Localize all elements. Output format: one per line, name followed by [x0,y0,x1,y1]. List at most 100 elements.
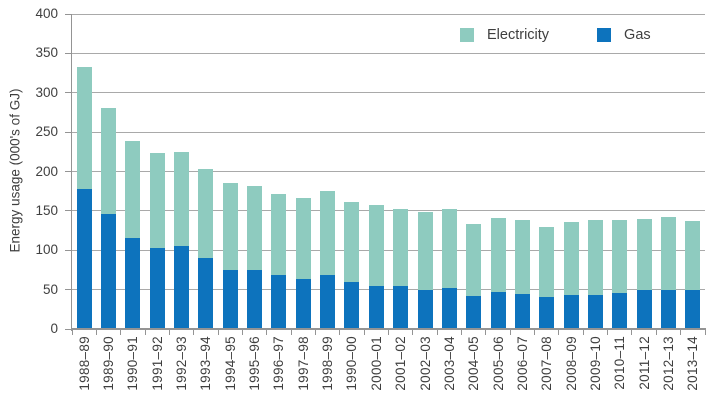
y-axis-tick-350 [65,52,71,54]
bar-electricity-2012–13 [660,217,676,290]
x-axis-label-1989–90: 1989–90 [101,336,117,391]
x-axis-tick-16 [461,330,463,335]
y-axis-tick-150 [65,210,71,212]
bar-gas-2004–05 [466,295,482,329]
bar-electricity-2002–03 [417,212,433,290]
bar-gas-1993–94 [198,258,214,329]
y-axis-tick-label-0: 0 [50,321,58,336]
bar-gas-2012–13 [660,289,676,329]
x-axis-tick-4 [168,330,170,335]
bar-electricity-1998–99 [320,191,336,275]
gridline-300 [72,92,705,94]
x-axis-tick-26 [704,330,706,335]
x-axis-tick-11 [339,330,341,335]
x-axis-label-2004–05: 2004–05 [466,336,482,391]
plot-area: Electricity Gas [65,13,706,335]
x-axis-tick-0 [71,330,73,335]
x-axis-tick-5 [193,330,195,335]
y-axis-tick-label-100: 100 [35,242,58,258]
x-axis-label-2000–01: 2000–01 [368,336,384,391]
y-axis-tick-label-250: 250 [35,124,58,140]
bar-electricity-2006–07 [514,220,530,294]
bar-electricity-1995–96 [247,186,263,270]
bar-gas-2006–07 [514,293,530,329]
x-axis-label-1993–94: 1993–94 [198,336,214,391]
bar-gas-1990–91 [125,238,141,329]
bar-electricity-1989–90 [101,107,117,215]
bar-electricity-1988–89 [76,66,92,189]
x-axis-label-1997–98: 1997–98 [295,336,311,391]
bar-electricity-1990–91 [125,140,141,239]
x-axis-label-1991–92: 1991–92 [149,336,165,391]
bar-gas-1992–93 [174,245,190,329]
x-axis-tick-14 [412,330,414,335]
x-axis-label-1988–89: 1988–89 [76,336,92,391]
bar-gas-2007–08 [539,296,555,329]
bar-electricity-2007–08 [539,227,555,297]
y-axis-tick-label-200: 200 [35,163,58,179]
x-axis-tick-18 [509,330,511,335]
x-axis-label-1990–00: 1990–00 [344,336,360,391]
x-axis-tick-9 [290,330,292,335]
bar-electricity-1993–94 [198,169,214,259]
bar-gas-2002–03 [417,289,433,329]
legend-item-electricity: Electricity [460,27,549,43]
x-axis-label-2012–13: 2012–13 [660,336,676,391]
x-axis-line [71,328,706,330]
bar-gas-1990–00 [344,281,360,329]
bar-electricity-2009–10 [587,219,603,296]
legend-item-gas: Gas [597,27,651,43]
bar-electricity-2011–12 [636,218,652,291]
y-axis-tick-label-350: 350 [35,45,58,61]
bar-gas-1991–92 [149,247,165,329]
bar-gas-1995–96 [247,269,263,329]
bar-gas-1989–90 [101,214,117,329]
bar-electricity-1991–92 [149,153,165,248]
x-axis-label-2003–04: 2003–04 [441,336,457,391]
y-axis-tick-250 [65,131,71,133]
bar-gas-2001–02 [393,285,409,329]
x-axis-label-1998–99: 1998–99 [320,336,336,391]
y-axis-tick-400 [65,13,71,15]
bar-gas-1988–89 [76,188,92,329]
x-axis-tick-8 [266,330,268,335]
x-axis-tick-24 [655,330,657,335]
bar-electricity-1992–93 [174,151,190,246]
x-axis-tick-19 [534,330,536,335]
y-axis-tick-label-50: 50 [42,281,58,297]
y-axis-tick-0 [65,328,71,330]
bar-electricity-1994–95 [222,183,238,270]
bar-gas-1997–98 [295,278,311,329]
x-axis-tick-7 [241,330,243,335]
y-axis-tick-100 [65,249,71,251]
bar-electricity-2001–02 [393,208,409,286]
gridline-400 [72,13,705,15]
bar-electricity-2000–01 [368,205,384,286]
x-axis-tick-25 [680,330,682,335]
x-axis-label-2006–07: 2006–07 [514,336,530,391]
x-axis-label-2011–12: 2011–12 [636,336,652,390]
y-axis-tick-label-400: 400 [35,6,58,21]
x-axis-tick-3 [144,330,146,335]
bar-gas-2009–10 [587,295,603,329]
x-axis-tick-6 [217,330,219,335]
bar-electricity-2013–14 [685,221,701,291]
bar-electricity-2005–06 [490,217,506,292]
legend-swatch-electricity-icon [460,28,474,42]
gridline-150 [72,210,705,212]
bar-electricity-2004–05 [466,223,482,296]
y-axis-tick-200 [65,171,71,172]
legend-label-electricity: Electricity [487,27,550,43]
bar-gas-2011–12 [636,290,652,329]
x-axis-tick-10 [314,330,316,335]
bar-gas-2013–14 [685,290,701,329]
bar-electricity-2010–11 [612,219,628,293]
x-axis-label-2007–08: 2007–08 [539,336,555,391]
x-axis-label-2005–06: 2005–06 [490,336,506,391]
x-axis-tick-1 [95,330,97,335]
bar-electricity-2003–04 [441,209,457,289]
x-axis-label-2008–09: 2008–09 [563,336,579,391]
gridline-350 [72,52,705,54]
x-axis-label-1992–93: 1992–93 [174,336,190,391]
